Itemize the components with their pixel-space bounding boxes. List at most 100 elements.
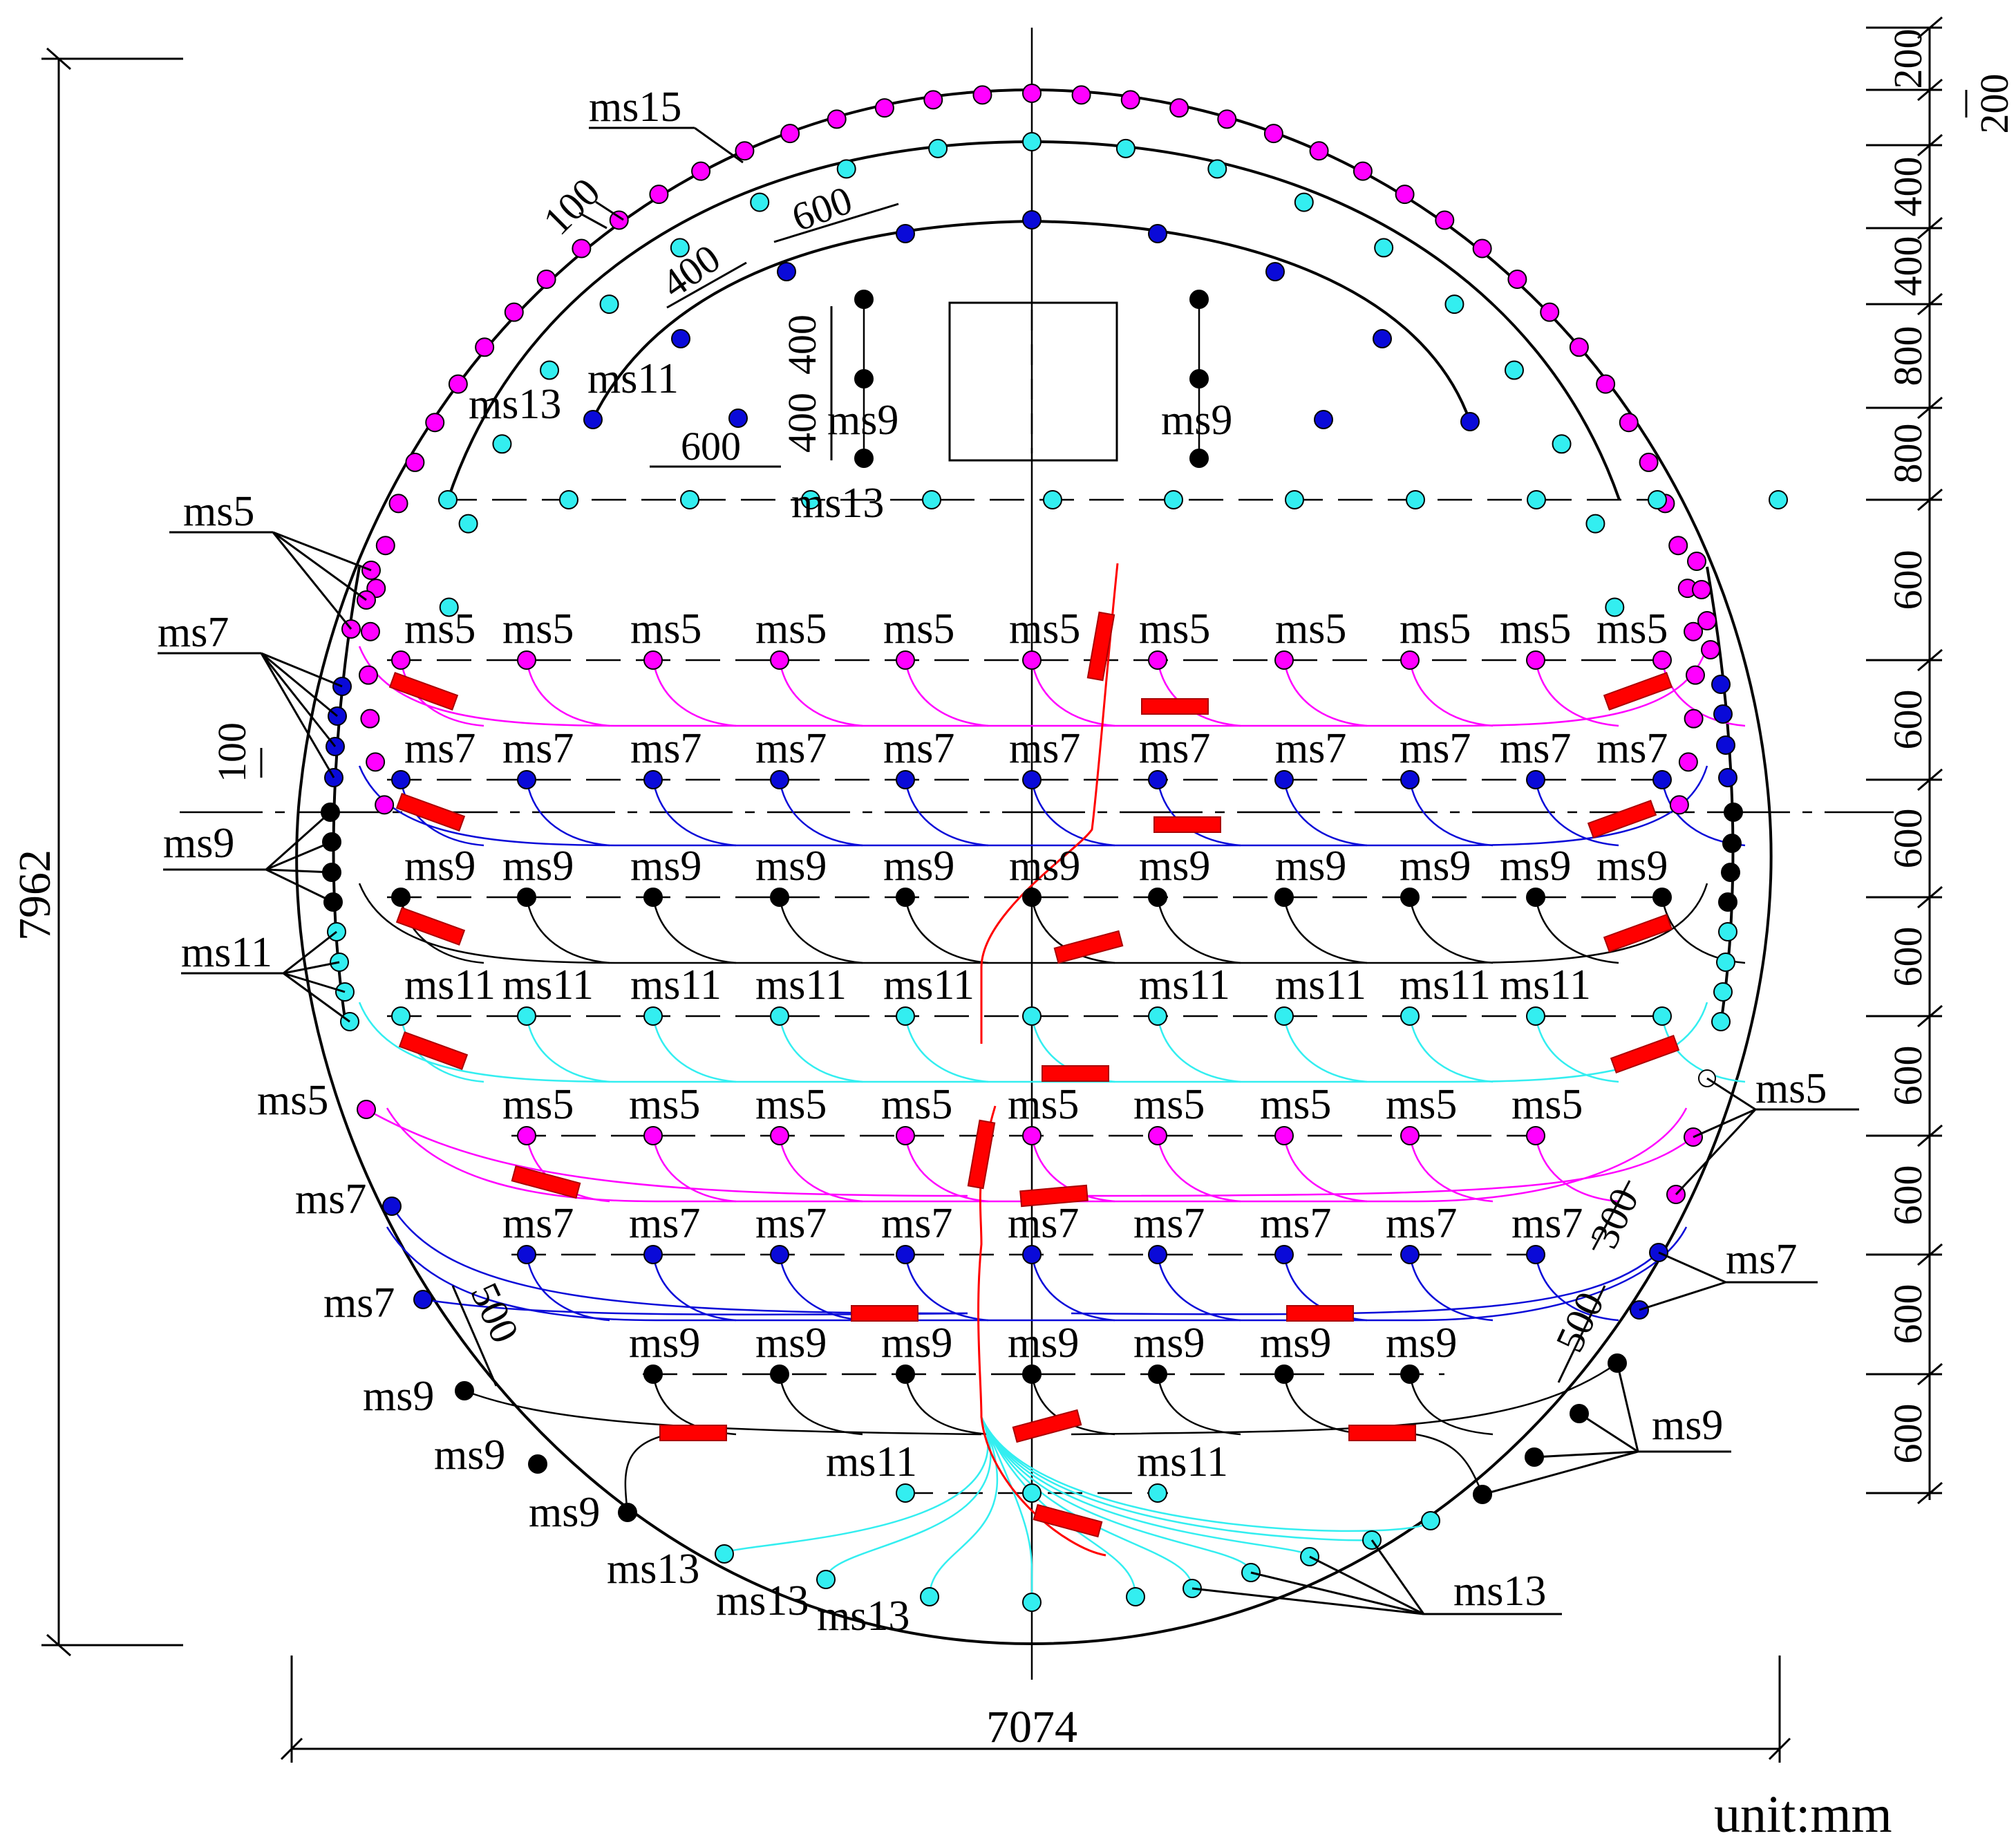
row-label-r9a: ms9 <box>1009 843 1080 890</box>
row-hole-ms7 <box>1148 770 1167 789</box>
connection-wires <box>358 646 1746 1603</box>
invert-hole-ms13 <box>715 1544 734 1564</box>
wire <box>1534 897 1619 964</box>
side-hole-ms5 <box>357 1100 376 1119</box>
right-dim-label: 800 <box>1885 424 1930 484</box>
row-hole-ms7 <box>1526 770 1545 789</box>
row-hole-ms11 <box>1526 1006 1545 1026</box>
callout-ms15: ms15 <box>589 84 681 131</box>
callout-ms5-right: ms5 <box>1755 1065 1827 1112</box>
wall-hole-ms11 <box>1711 1012 1731 1031</box>
leader-line <box>1579 1412 1639 1453</box>
dim-tick <box>1917 1004 1943 1028</box>
row-hole-ms5 <box>1148 1126 1167 1145</box>
callout-ms9-bench-left-c: ms9 <box>529 1489 600 1536</box>
detonator <box>1053 930 1124 964</box>
wire <box>1071 1252 1659 1315</box>
wire <box>1283 1135 1368 1203</box>
row-hole-ms7 <box>1526 1245 1545 1264</box>
wire <box>1030 1254 1115 1322</box>
row-label-r7a: ms7 <box>1500 725 1571 772</box>
wall-hole-ms9 <box>1718 892 1737 912</box>
dim-tick <box>1917 78 1943 102</box>
row-label-r5b: ms5 <box>1511 1081 1583 1128</box>
row-label-r9a: ms9 <box>883 843 954 890</box>
row-hole-ms11 <box>770 1006 789 1026</box>
row-hole-ms7 <box>770 1245 789 1264</box>
floor-hole-ms13 <box>438 490 458 509</box>
wire <box>652 1015 737 1083</box>
ring-hole-ms11 <box>1265 262 1285 281</box>
dim-tick <box>1917 216 1943 240</box>
spacing-dimensions <box>260 200 1631 1387</box>
row-hole-ms7 <box>1400 1245 1420 1264</box>
row-hole-ms7 <box>517 1245 536 1264</box>
detonator <box>1153 816 1221 833</box>
ring-hole-ms13 <box>1585 514 1605 534</box>
detonator-group <box>388 611 1680 1538</box>
cut-hole-ms9 <box>854 369 874 388</box>
wire <box>386 1226 1688 1322</box>
hole-group <box>321 84 1788 1612</box>
right-dimension-labels: 200 200 400 400 800 800 600 600 600 600 600 600 600 6… <box>1885 29 2016 1464</box>
wire <box>1030 659 1115 727</box>
ring-hole-ms11 <box>1460 412 1480 431</box>
wire <box>1030 1135 1115 1203</box>
callouts: ms15 ms13 ms11 ms9 ms9 ms13 ms5 ms7 ms9 … <box>158 84 1859 1640</box>
ring-hole-ms11 <box>1022 210 1042 229</box>
ring-hole-ms13 <box>439 597 459 617</box>
row-label-r5a: ms5 <box>502 606 574 653</box>
floor-hole-ms13 <box>1043 490 1062 509</box>
ring-hole-ms13 <box>492 434 512 454</box>
row-label-r5b: ms5 <box>755 1081 827 1128</box>
wire <box>1409 779 1494 847</box>
row-hole-ms7 <box>643 770 663 789</box>
leader-line <box>1309 1555 1424 1615</box>
callout-ms11-upper: ms11 <box>587 355 679 402</box>
row-label-r11a: ms11 <box>630 962 722 1009</box>
wire <box>904 1135 989 1203</box>
dim-wall-gap: 100 <box>209 722 254 782</box>
row-hole-ms11 <box>1022 1006 1042 1026</box>
row-hole-ms9 <box>896 888 915 907</box>
row-label-r7b: ms7 <box>881 1200 952 1247</box>
dim-ring-spacing: 600 <box>786 177 858 240</box>
leader-line <box>1693 1108 1756 1138</box>
row-label-r5a: ms5 <box>1500 606 1571 653</box>
row-label-r5b: ms5 <box>502 1081 574 1128</box>
ring-hole-ms11 <box>583 410 603 429</box>
wire <box>1156 1254 1241 1322</box>
callout-ms7-bench-left-b: ms7 <box>323 1279 395 1326</box>
row-hole-ms11 <box>1148 1006 1167 1026</box>
wire <box>1409 659 1494 727</box>
callout-ms11-inv-left: ms11 <box>826 1438 917 1485</box>
row-label-r7a: ms7 <box>1275 725 1346 772</box>
callout-ms9-right: ms9 <box>1652 1402 1723 1449</box>
row-hole-ms7 <box>1274 1245 1294 1264</box>
ring-hole-ms13 <box>750 192 770 212</box>
floor-hole-ms13 <box>1285 490 1304 509</box>
wall-hole-ms7 <box>1711 675 1731 694</box>
right-dim-label: 200 <box>1972 74 2016 134</box>
perimeter-hole-ms15 <box>1507 269 1527 289</box>
perimeter-hole-ms15 <box>1169 98 1189 118</box>
ring-hole-ms13 <box>599 294 619 315</box>
wire <box>904 659 989 727</box>
row-label-r7a: ms7 <box>502 725 574 772</box>
row-hole-ms9 <box>1274 1365 1294 1384</box>
row-label-r9a: ms9 <box>502 843 574 890</box>
perimeter-hole-ms15 <box>1263 124 1283 144</box>
detonator <box>511 1165 581 1199</box>
ring-hole-ms13 <box>670 238 690 258</box>
leader-line <box>272 531 372 572</box>
wire <box>422 1298 968 1316</box>
wire <box>904 897 989 964</box>
row-label-r7a: ms7 <box>1400 725 1471 772</box>
perimeter-hole-ms15 <box>691 161 711 181</box>
perimeter-hole-ms15 <box>972 85 992 105</box>
wall-hole-ms9 <box>1722 834 1742 853</box>
side-hole-ms9 <box>455 1381 474 1400</box>
row-hole-ms5 <box>1148 650 1167 670</box>
row-label-r7a: ms7 <box>755 725 827 772</box>
